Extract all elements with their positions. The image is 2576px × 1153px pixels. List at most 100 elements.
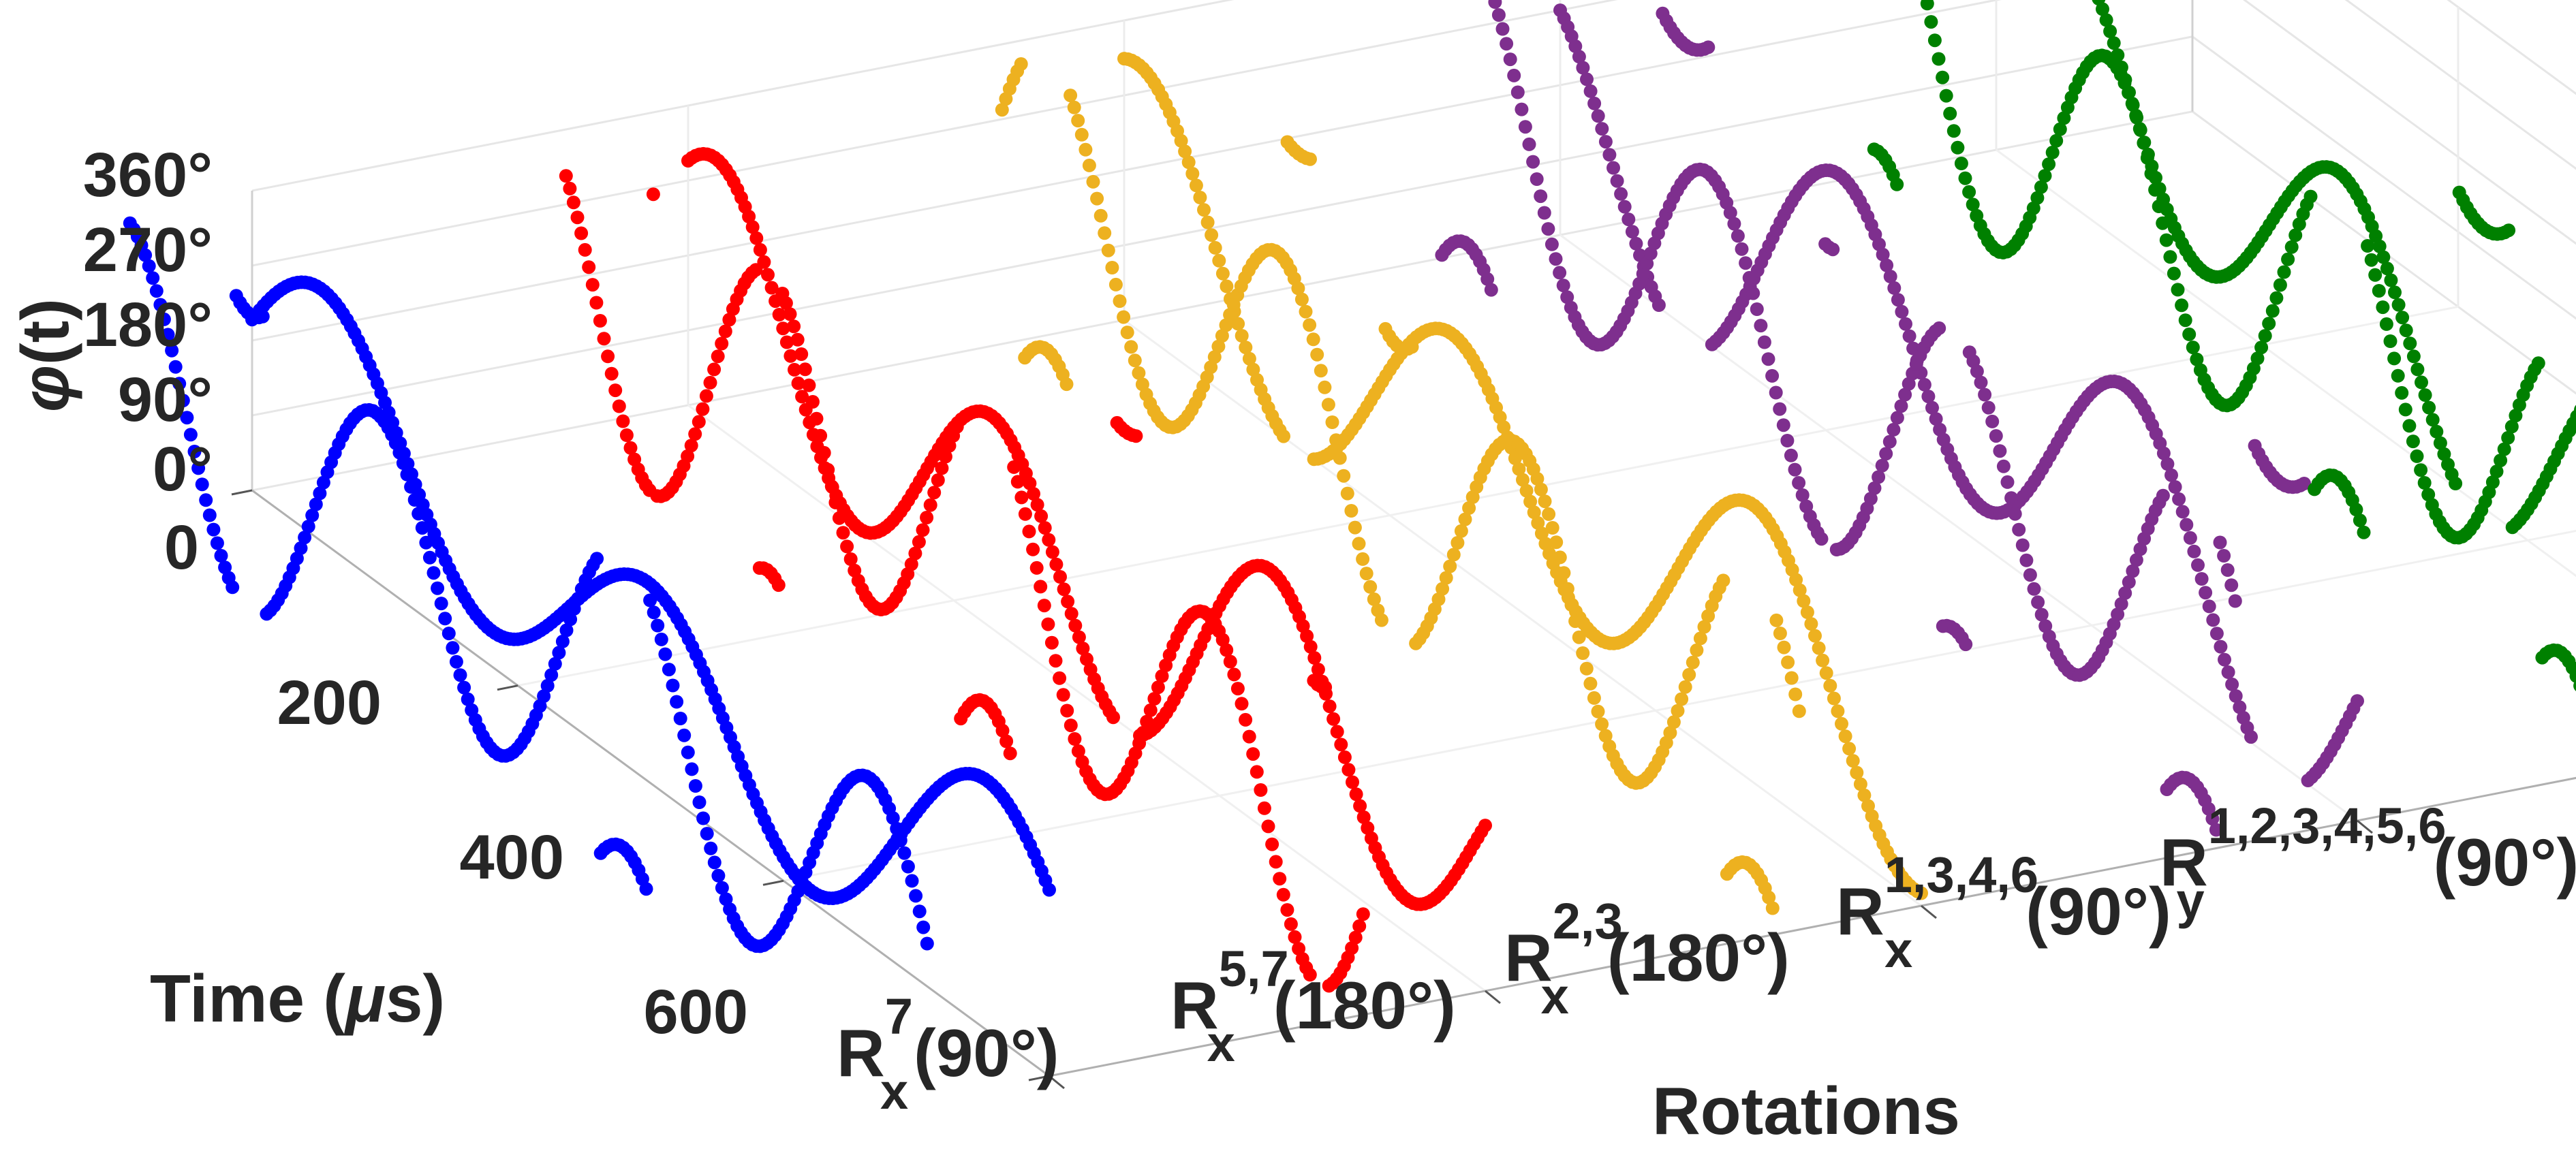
point-s4-l0-116 bbox=[2430, 424, 2444, 439]
point-s3-l0-89 bbox=[1891, 293, 1905, 307]
point-s0-l1-148 bbox=[685, 762, 699, 776]
point-s3-l1-204 bbox=[2205, 812, 2220, 826]
point-s3-l1-182 bbox=[2122, 575, 2136, 589]
point-s1-l1-16 bbox=[619, 428, 634, 442]
point-s1-l1-120 bbox=[1014, 490, 1029, 505]
point-s0-l1-150 bbox=[692, 795, 707, 809]
point-s2-l0-106 bbox=[1519, 484, 1534, 498]
point-s4-l1-146 bbox=[2421, 488, 2436, 502]
point-s3-l1-157 bbox=[2027, 582, 2041, 596]
point-s1-l0-90 bbox=[1023, 476, 1037, 490]
point-s0-l1-16 bbox=[183, 428, 198, 442]
point-s2-l1-144 bbox=[1542, 507, 1556, 521]
point-s3-l1-160 bbox=[2038, 619, 2053, 633]
point-s1-l1-36 bbox=[696, 402, 710, 416]
x-tick-mark-3 bbox=[1028, 1075, 1050, 1081]
point-s0-l1-136 bbox=[639, 882, 653, 896]
point-s1-l1-123 bbox=[1026, 542, 1040, 556]
point-s2-l0-210 bbox=[1914, 886, 1928, 900]
point-s3-l0-174 bbox=[2214, 639, 2228, 654]
point-s4-l0-100 bbox=[2369, 229, 2383, 243]
point-s1-l0-25 bbox=[776, 321, 790, 336]
point-s2-l0-195 bbox=[1857, 788, 1872, 802]
z-axis-label: φ(t) bbox=[7, 298, 82, 412]
y-axis-label: Rotations bbox=[1652, 1073, 1960, 1148]
point-s1-l1-130 bbox=[1053, 671, 1067, 685]
point-s0-l1-22 bbox=[206, 522, 221, 537]
point-s3-l1-147 bbox=[1989, 429, 2003, 443]
point-s0-l1-45 bbox=[294, 541, 308, 555]
point-s3-l1-31 bbox=[1549, 252, 1563, 266]
point-s1-l1-5 bbox=[578, 242, 592, 257]
point-s2-l1-153 bbox=[1576, 646, 1590, 660]
point-s2-l1-81 bbox=[1303, 318, 1317, 332]
point-s0-l1-85 bbox=[446, 641, 460, 655]
point-s2-l1-203 bbox=[1765, 901, 1780, 915]
point-s3-l1-23 bbox=[1518, 120, 1532, 134]
point-s1-l1-42 bbox=[718, 324, 732, 338]
point-s2-l1-117 bbox=[1439, 571, 1453, 585]
point-s3-l1-17 bbox=[1495, 22, 1510, 36]
point-s0-l1-12 bbox=[168, 360, 183, 374]
axis-labels: 0° 90° 180° 270° 360° 0 200 400 600 φ(t)… bbox=[7, 140, 2576, 1148]
point-s0-l1-140 bbox=[654, 632, 668, 646]
x-axis-label-before: Time ( bbox=[150, 961, 345, 1036]
point-s1-l1-63 bbox=[798, 362, 812, 377]
point-s2-l0-26 bbox=[1215, 266, 1230, 281]
point-s1-l0-169 bbox=[1322, 699, 1337, 714]
point-s2-l0-17 bbox=[1181, 155, 1196, 170]
point-s4-l1-128 bbox=[2353, 514, 2367, 528]
point-s2-l1-154 bbox=[1579, 661, 1594, 676]
point-s1-l0-175 bbox=[1346, 775, 1359, 789]
point-s3-l1-205 bbox=[2209, 823, 2223, 837]
point-s1-l1-177 bbox=[1230, 682, 1245, 696]
point-s1-l1-152 bbox=[1136, 725, 1150, 740]
point-s4-l0-118 bbox=[2437, 447, 2451, 461]
point-s0-l1-155 bbox=[711, 868, 726, 883]
point-s1-l1-192 bbox=[1288, 930, 1302, 944]
point-s1-l1-119 bbox=[1010, 475, 1025, 489]
point-s3-l1-118 bbox=[1879, 447, 1893, 461]
point-s1-l1-155 bbox=[1147, 692, 1162, 706]
point-s4-l1-78 bbox=[2163, 250, 2177, 264]
point-s1-l1-56 bbox=[771, 578, 786, 593]
point-s2-l1-118 bbox=[1443, 559, 1457, 573]
point-s4-l1-69 bbox=[2129, 108, 2143, 123]
point-s0-l1-76 bbox=[412, 507, 426, 521]
point-s2-l0-189 bbox=[1835, 716, 1848, 731]
point-s0-l1-202 bbox=[890, 821, 904, 836]
point-s2-l1-84 bbox=[1314, 364, 1328, 378]
point-s2-l1-17 bbox=[1059, 377, 1074, 392]
point-s2-l0-108 bbox=[1527, 505, 1541, 520]
axis-line-time bbox=[251, 489, 1050, 1077]
point-s2-l0-110 bbox=[1534, 526, 1549, 541]
point-s3-l0-88 bbox=[1887, 281, 1902, 295]
point-s4-l1-109 bbox=[2281, 252, 2295, 266]
point-s3-l1-79 bbox=[1731, 229, 1745, 243]
point-s2-l0-179 bbox=[1797, 594, 1811, 608]
point-s4-l1-50 bbox=[2057, 111, 2071, 125]
point-s3-l1-151 bbox=[2004, 491, 2019, 505]
point-s0-l1-149 bbox=[688, 779, 702, 793]
point-s4-l1-164 bbox=[2489, 464, 2504, 479]
point-s0-l1-74 bbox=[404, 479, 418, 494]
point-s2-l1-150 bbox=[1564, 598, 1579, 612]
point-s4-l1-44 bbox=[2034, 180, 2048, 194]
point-s0-l1-210 bbox=[920, 936, 934, 951]
point-s3-l0-85 bbox=[1876, 247, 1890, 262]
point-s2-l1-18 bbox=[1064, 89, 1078, 103]
point-s3-l1-82 bbox=[1742, 270, 1756, 285]
point-s1-l1-50 bbox=[749, 263, 763, 277]
point-s4-l1-143 bbox=[2410, 449, 2424, 463]
point-s1-l0-163 bbox=[1300, 629, 1314, 643]
point-s0-l1-86 bbox=[449, 654, 463, 669]
point-s3-l0-171 bbox=[2202, 599, 2216, 614]
point-s3-l0-177 bbox=[2225, 677, 2239, 691]
point-s3-l0-16 bbox=[1614, 187, 1628, 201]
grid-line-floor-cat-2 bbox=[1123, 319, 1922, 907]
z-axis-label-phi: φ bbox=[7, 365, 82, 412]
point-s1-l1-209 bbox=[1352, 919, 1367, 933]
point-s2-l0-186 bbox=[1823, 678, 1837, 693]
point-s2-l1-27 bbox=[1098, 226, 1112, 240]
series-4 bbox=[1867, 0, 2576, 691]
